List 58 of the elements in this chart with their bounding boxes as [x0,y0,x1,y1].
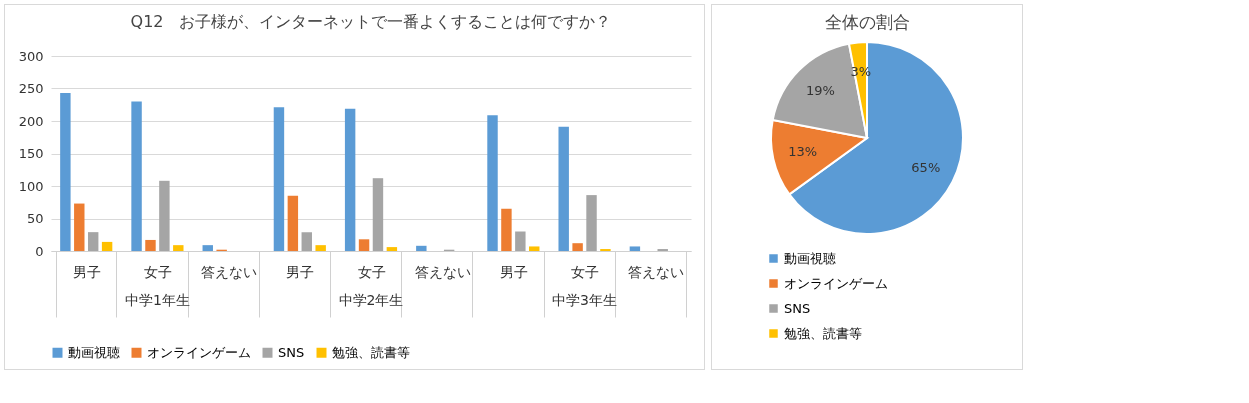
data-label: 13% [788,144,818,160]
bar [159,180,170,251]
chart-title: 全体の割合 [824,12,910,32]
y-tick-label: 0 [35,243,44,259]
bar [301,232,312,251]
bar [386,247,398,251]
bar [315,245,326,251]
bar [358,239,370,251]
x-tick-label: 答えない [201,263,258,280]
x-tick-label: 女子 [357,263,386,280]
data-label: 19% [805,83,835,99]
y-tick-label: 200 [18,113,44,129]
bar [173,245,184,251]
legend-label: 勉強、読書等 [784,325,862,341]
legend-label: SNS [278,344,305,360]
y-tick-label: 100 [18,178,44,194]
x-tick-label: 答えない [628,263,685,280]
bar [529,246,540,251]
x-tick-label: 答えない [414,263,471,280]
chart-title: Q12 お子様が、インターネットで一番よくすることは何ですか？ [130,12,612,31]
text: 中学2年生 [338,292,404,308]
bar [273,107,285,251]
bar [515,231,526,251]
y-tick-label: 250 [18,81,44,96]
bar [572,243,583,251]
bar [372,178,384,251]
bar [416,245,427,251]
bar [487,115,498,251]
bar [74,203,85,251]
legend-label: 勉強、読書等 [332,344,410,360]
bar [145,239,156,251]
x-tick-label: 男子 [499,263,528,280]
legend-label: オンラインゲーム [784,275,888,291]
bar [287,195,299,251]
y-tick-label: 150 [18,146,44,161]
x-tick-label: 男子 [286,263,315,280]
y-tick-label: 300 [18,48,44,64]
bar [202,245,213,251]
y-tick-label: 50 [26,211,44,226]
text: 中学1年生 [124,292,190,308]
bar [558,126,569,251]
legend-label: オンラインゲーム [147,344,251,360]
bar [344,108,356,251]
text: 中学3年生 [552,292,618,308]
bar [131,101,142,251]
bar [629,246,641,251]
bar [501,208,512,251]
legend-label: 動画視聴 [68,344,120,360]
bar [60,93,71,251]
x-tick-label: 女子 [143,263,172,280]
x-tick-label: 女子 [571,263,600,280]
legend-label: 動画視聴 [784,250,836,266]
bar [586,195,597,251]
bar [101,241,113,251]
bar [87,232,99,251]
legend-label: SNS [784,300,811,316]
data-label: 65% [911,159,941,175]
x-tick-label: 男子 [72,263,101,280]
